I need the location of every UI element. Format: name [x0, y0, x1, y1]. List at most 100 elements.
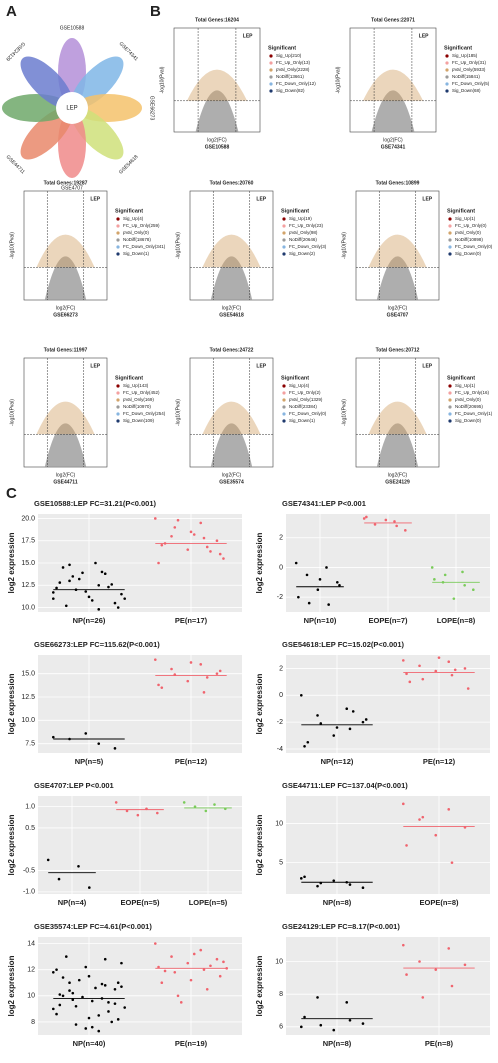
y-axis-label: -log10(Pval) — [341, 399, 347, 426]
legend-swatch — [116, 224, 120, 228]
x-tick-label: NP(n=8) — [323, 1039, 352, 1048]
data-point — [84, 965, 88, 969]
data-point — [402, 802, 405, 806]
x-tick-label: NP(n=8) — [323, 898, 352, 907]
data-point — [218, 974, 222, 978]
data-point — [452, 597, 456, 600]
data-point — [199, 948, 203, 952]
legend-entry: Sig_Down(109) — [123, 418, 155, 423]
legend-swatch — [445, 68, 449, 72]
gene-label: LEP — [256, 363, 266, 369]
petal — [20, 56, 73, 109]
data-point — [404, 529, 407, 532]
data-point — [157, 683, 160, 687]
legend-swatch — [116, 238, 120, 242]
data-point — [202, 691, 206, 694]
data-point — [170, 534, 173, 538]
data-point — [316, 996, 319, 999]
data-point — [61, 976, 65, 979]
y-tick-label: 0 — [279, 564, 283, 571]
y-tick-label: 5 — [279, 859, 283, 866]
data-point — [61, 994, 65, 998]
plot-background — [286, 937, 490, 1035]
data-point — [58, 993, 62, 996]
legend-swatch — [448, 391, 452, 395]
data-point — [90, 599, 94, 602]
legend-entry: pVal_Only(0) — [455, 230, 481, 235]
x-axis-label: log2(FC) — [388, 305, 408, 311]
data-point — [209, 550, 212, 553]
data-point — [447, 947, 451, 950]
x-tick-label: LOPE(n=8) — [437, 616, 476, 625]
legend-swatch — [282, 398, 286, 402]
plot-frame — [189, 190, 274, 301]
data-point — [81, 995, 84, 999]
y-axis-label: log2 expression — [7, 814, 16, 875]
legend-swatch — [282, 412, 286, 416]
legend-swatch — [448, 217, 452, 221]
gene-label: LEP — [90, 196, 100, 202]
legend-swatch — [269, 89, 273, 93]
legend-entry: pVal_Only(98) — [289, 230, 318, 235]
data-point — [443, 573, 447, 577]
data-point — [52, 735, 55, 739]
legend-entry: FC_Up_Only(13) — [276, 60, 311, 65]
legend-entry: FC_Down_Only(0) — [289, 411, 327, 416]
data-point — [110, 1020, 114, 1024]
legend-swatch — [282, 224, 286, 228]
y-tick-label: 17.5 — [21, 538, 35, 545]
chart-title: GSE24129:LEP FC=8.17(P<0.001) — [282, 922, 400, 931]
data-point — [433, 578, 436, 581]
data-point — [303, 1015, 306, 1019]
chart-title: GSE4707:LEP P<0.001 — [34, 781, 114, 790]
x-tick-label: PE(n=12) — [423, 757, 456, 766]
y-axis-label: -log10(Pval) — [9, 399, 15, 426]
legend-swatch — [448, 398, 452, 402]
data-point — [176, 518, 180, 522]
x-axis-label: log2(FC) — [388, 472, 408, 478]
data-point — [71, 998, 75, 1002]
chart-title: GSE44711:LEP FC=137.04(P<0.001) — [282, 781, 408, 790]
data-point — [205, 987, 209, 991]
data-point — [348, 1019, 352, 1022]
data-point — [94, 986, 97, 990]
data-point — [68, 563, 71, 567]
chart-title: GSE35574:LEP FC=4.61(P<0.001) — [34, 922, 152, 931]
data-point — [61, 566, 65, 569]
y-tick-label: 10.0 — [21, 717, 35, 724]
y-tick-label: 0.5 — [25, 825, 35, 832]
data-point — [306, 740, 310, 744]
pval-cloud — [368, 234, 427, 268]
data-point — [408, 680, 412, 684]
legend-swatch — [282, 252, 286, 256]
data-point — [81, 571, 84, 575]
data-point — [453, 668, 457, 672]
data-point — [204, 809, 208, 813]
petal — [71, 56, 124, 109]
data-point — [300, 877, 303, 880]
data-point — [120, 961, 123, 965]
nodiff-cloud — [371, 90, 415, 132]
data-point — [170, 667, 173, 671]
legend-entry: Sig_Up(4) — [123, 216, 144, 221]
legend-entry: Sig_Down(1) — [289, 418, 316, 423]
data-point — [68, 981, 71, 985]
chart-title: GSE74341:LEP P<0.001 — [282, 499, 366, 508]
y-tick-label: -0.5 — [23, 867, 35, 874]
legend-swatch — [116, 412, 120, 416]
x-axis-label: log2(FC) — [383, 137, 403, 143]
legend-entry: FC_Up_Only(452) — [123, 390, 160, 395]
data-point — [87, 974, 91, 978]
dataset-label: GSE44711 — [53, 479, 77, 485]
legend-entry: pVal_Only(2228) — [276, 67, 310, 72]
data-point — [97, 1014, 101, 1017]
y-tick-label: 10 — [27, 993, 35, 1000]
data-point — [125, 809, 129, 813]
data-point — [307, 601, 311, 605]
data-point — [450, 984, 454, 988]
legend-entry: Sig_Up(4) — [289, 383, 310, 388]
data-point — [107, 585, 110, 589]
data-point — [182, 801, 186, 804]
data-point — [305, 573, 309, 577]
data-point — [136, 813, 140, 817]
